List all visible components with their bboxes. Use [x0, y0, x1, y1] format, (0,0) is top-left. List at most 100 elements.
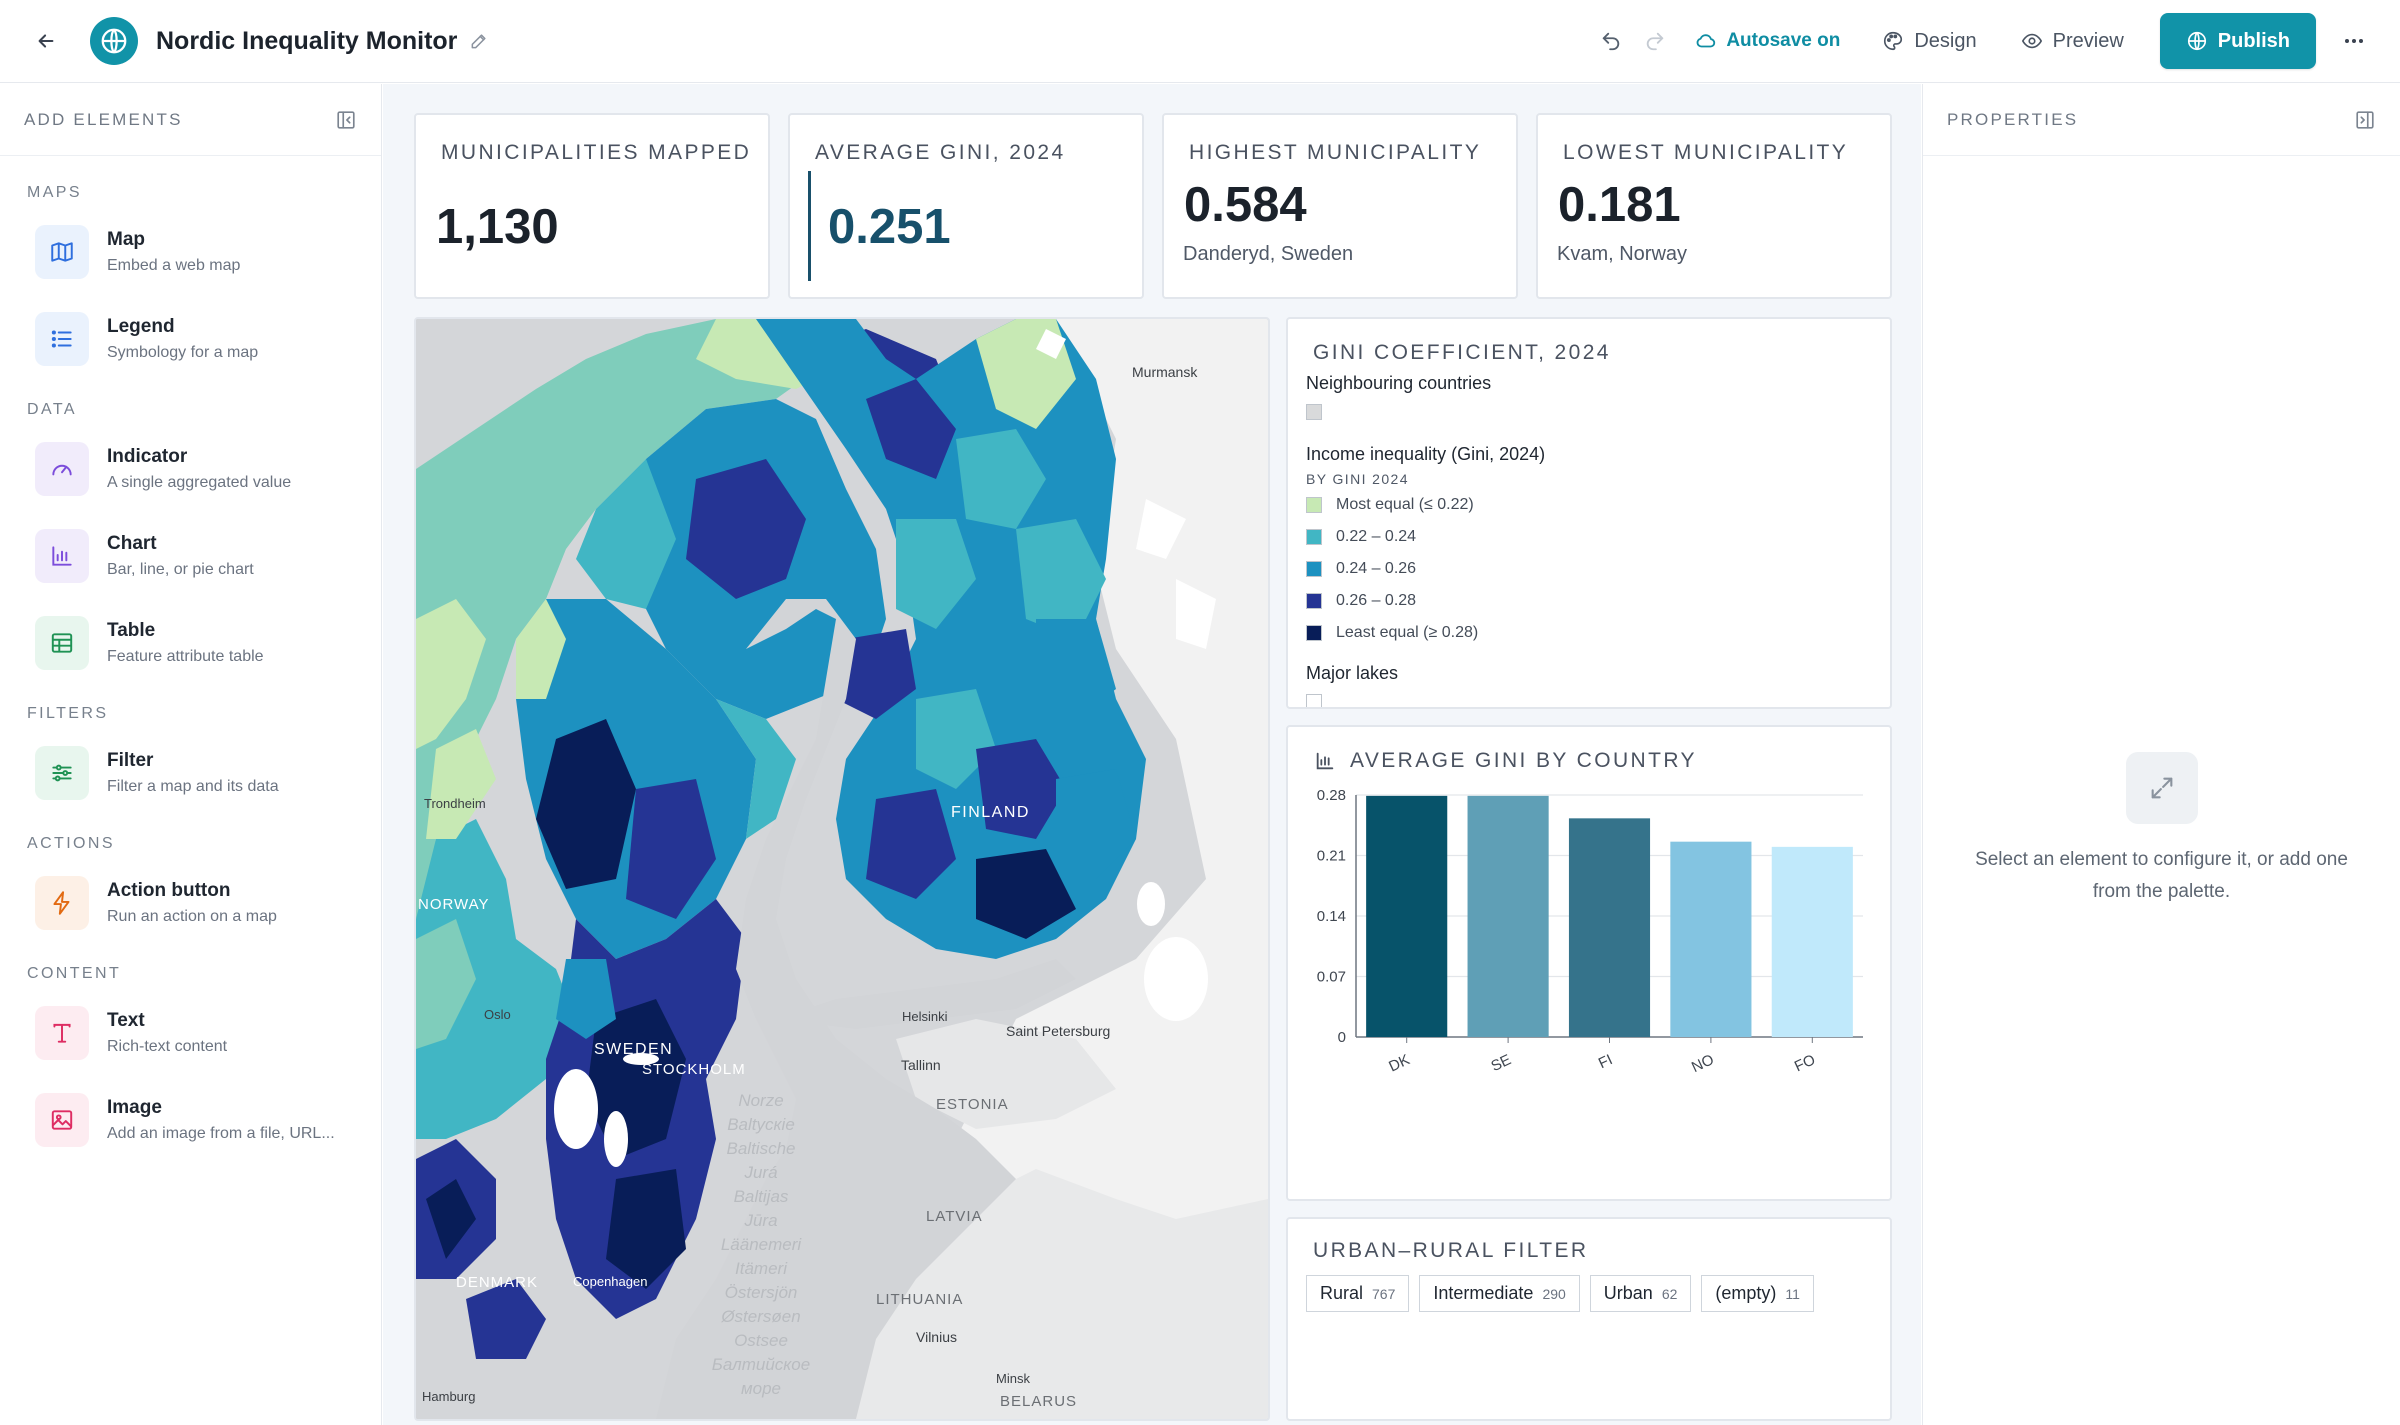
redo-icon[interactable]	[1633, 19, 1677, 63]
palette-item-action-button[interactable]: Action button Run an action on a map	[0, 871, 381, 935]
kpi-card-highest[interactable]: HIGHEST MUNICIPALITY 0.584 Danderyd, Swe…	[1162, 113, 1518, 299]
legend-classes: Most equal (≤ 0.22) 0.22 – 0.24 0.24 – 0.2…	[1306, 489, 1880, 649]
choropleth-map[interactable]	[416, 319, 1268, 1419]
legend-class-row: Least equal (≥ 0.28)	[1306, 617, 1880, 649]
properties-panel: PROPERTIES Select an element to configur…	[1922, 84, 2400, 1425]
collapse-right-icon[interactable]	[2354, 109, 2376, 131]
filter-card[interactable]: URBAN–RURAL FILTER Rural 767 Intermediat…	[1286, 1217, 1892, 1421]
preview-button[interactable]: Preview	[1999, 19, 2146, 63]
kpi-value: 1,130	[436, 200, 559, 254]
legend-swatch	[1306, 625, 1322, 641]
chip-count: 767	[1372, 1285, 1396, 1302]
palette-item-text[interactable]: Text Rich-text content	[0, 1001, 381, 1065]
legend-group-neighbouring: Neighbouring countries	[1306, 373, 1492, 393]
collapse-left-icon[interactable]	[335, 109, 357, 131]
section-label-actions: ACTIONS	[27, 835, 115, 852]
legend-title: GINI COEFFICIENT, 2024	[1313, 341, 1611, 364]
palette-item-indicator[interactable]: Indicator A single aggregated value	[0, 437, 381, 501]
section-label-maps: MAPS	[27, 184, 82, 201]
preview-label: Preview	[2052, 29, 2124, 52]
accent-bar	[808, 171, 811, 281]
kpi-subtitle: Danderyd, Sweden	[1183, 243, 1354, 265]
kpi-card-lowest[interactable]: LOWEST MUNICIPALITY 0.181 Kvam, Norway	[1536, 113, 1892, 299]
chip-label: (empty)	[1715, 1283, 1777, 1303]
globe-logo-icon	[90, 17, 138, 65]
bar-chart[interactable]: 0 0.07 0.14 0.21 0.28 DK SE FI NO FO	[1288, 785, 1890, 1185]
map-label: Trondheim	[424, 796, 486, 811]
legend-card[interactable]: GINI COEFFICIENT, 2024 Neighbouring coun…	[1286, 317, 1892, 709]
filter-chip-empty[interactable]: (empty) 11	[1701, 1275, 1814, 1312]
chip-label: Urban	[1603, 1283, 1653, 1303]
kpi-card-municipalities[interactable]: MUNICIPALITIES MAPPED 1,130	[414, 113, 770, 299]
globe-icon	[2187, 31, 2206, 51]
top-bar: Nordic Inequality Monitor Autosave on De…	[0, 0, 2400, 83]
pencil-icon[interactable]	[469, 31, 489, 51]
palette-desc: Run an action on a map	[107, 908, 277, 925]
chart-card[interactable]: AVERAGE GINI BY COUNTRY 0 0.07 0.14 0.21 0.2…	[1286, 725, 1892, 1201]
map-card[interactable]: Murmansk Trondheim NORWAY FINLAND Oslo S…	[414, 317, 1270, 1421]
palette-name: Indicator	[107, 446, 188, 467]
map-label: Copenhagen	[573, 1274, 648, 1289]
kpi-title: LOWEST MUNICIPALITY	[1563, 141, 1849, 164]
chip-count: 11	[1785, 1285, 1800, 1302]
map-label: STOCKHOLM	[642, 1061, 746, 1078]
x-tick-label: DK	[1386, 1051, 1412, 1075]
palette-item-chart[interactable]: Chart Bar, line, or pie chart	[0, 524, 381, 588]
x-tick-label: FO	[1792, 1051, 1818, 1075]
palette-icon	[1884, 31, 1903, 51]
y-tick-label: 0.28	[1317, 787, 1346, 804]
kpi-title: HIGHEST MUNICIPALITY	[1189, 141, 1482, 164]
legend-class-label: Most equal (≤ 0.22)	[1336, 496, 1474, 513]
bar-no	[1670, 841, 1752, 1037]
text-icon	[35, 1006, 89, 1060]
add-elements-panel: ADD ELEMENTS MAPS Map Embed a web map Le…	[0, 84, 382, 1425]
filter-chip-rural[interactable]: Rural 767	[1306, 1275, 1410, 1312]
filter-chip-urban[interactable]: Urban 62	[1589, 1275, 1692, 1312]
bar-fo	[1771, 846, 1853, 1037]
more-options-icon[interactable]	[2332, 19, 2376, 63]
x-tick-label: NO	[1689, 1051, 1717, 1076]
legend-class-label: 0.26 – 0.28	[1336, 592, 1417, 609]
palette-item-table[interactable]: Table Feature attribute table	[0, 611, 381, 675]
map-label: DENMARK	[456, 1274, 539, 1291]
bar-chart-icon	[35, 529, 89, 583]
app-title: Nordic Inequality Monitor	[156, 26, 458, 55]
properties-empty-text: Select an element to configure it, or ad…	[1975, 849, 2348, 902]
palette-item-image[interactable]: Image Add an image from a file, URL...	[0, 1088, 381, 1152]
sliders-icon	[35, 746, 89, 800]
y-tick-label: 0.14	[1317, 908, 1346, 925]
undo-icon[interactable]	[1589, 19, 1633, 63]
map-label: SWEDEN	[594, 1041, 674, 1058]
map-label: NORWAY	[418, 896, 490, 913]
kpi-value: 0.181	[1558, 178, 1681, 232]
map-label: Oslo	[484, 1007, 511, 1022]
legend-swatch	[1306, 593, 1322, 609]
chip-label: Rural	[1320, 1283, 1364, 1303]
map-label: Murmansk	[1132, 364, 1198, 380]
palette-item-filter[interactable]: Filter Filter a map and its data	[0, 741, 381, 805]
baltic-sea-label: Norze Baltycкie Baltische Jurá Baltijas …	[711, 1091, 811, 1398]
palette-desc: Bar, line, or pie chart	[107, 561, 254, 578]
palette-item-legend[interactable]: Legend Symbology for a map	[0, 307, 381, 371]
expand-icon	[2125, 752, 2198, 824]
design-button[interactable]: Design	[1860, 19, 1998, 63]
properties-empty-state: Select an element to configure it, or ad…	[1923, 752, 2400, 908]
x-tick-label: SE	[1488, 1051, 1513, 1075]
palette-item-map[interactable]: Map Embed a web map	[0, 220, 381, 284]
properties-title: PROPERTIES	[1947, 109, 2079, 129]
palette-desc: Feature attribute table	[107, 648, 264, 665]
map-label: BELARUS	[1000, 1393, 1078, 1410]
map-label: ESTONIA	[936, 1096, 1009, 1113]
legend-group-income: Income inequality (Gini, 2024)	[1306, 444, 1546, 464]
kpi-card-average-gini[interactable]: AVERAGE GINI, 2024 0.251	[788, 113, 1144, 299]
autosave-toggle[interactable]: Autosave on	[1695, 30, 1840, 52]
design-label: Design	[1914, 29, 1977, 52]
legend-by-label: BY GINI 2024	[1306, 471, 1409, 487]
filter-chip-intermediate[interactable]: Intermediate 290	[1419, 1275, 1580, 1312]
chip-count: 290	[1542, 1285, 1566, 1302]
palette-desc: Add an image from a file, URL...	[107, 1125, 335, 1142]
back-arrow-icon[interactable]	[26, 21, 66, 61]
palette-name: Text	[107, 1010, 145, 1031]
publish-button[interactable]: Publish	[2159, 13, 2316, 69]
legend-class-row: Most equal (≤ 0.22)	[1306, 489, 1880, 521]
